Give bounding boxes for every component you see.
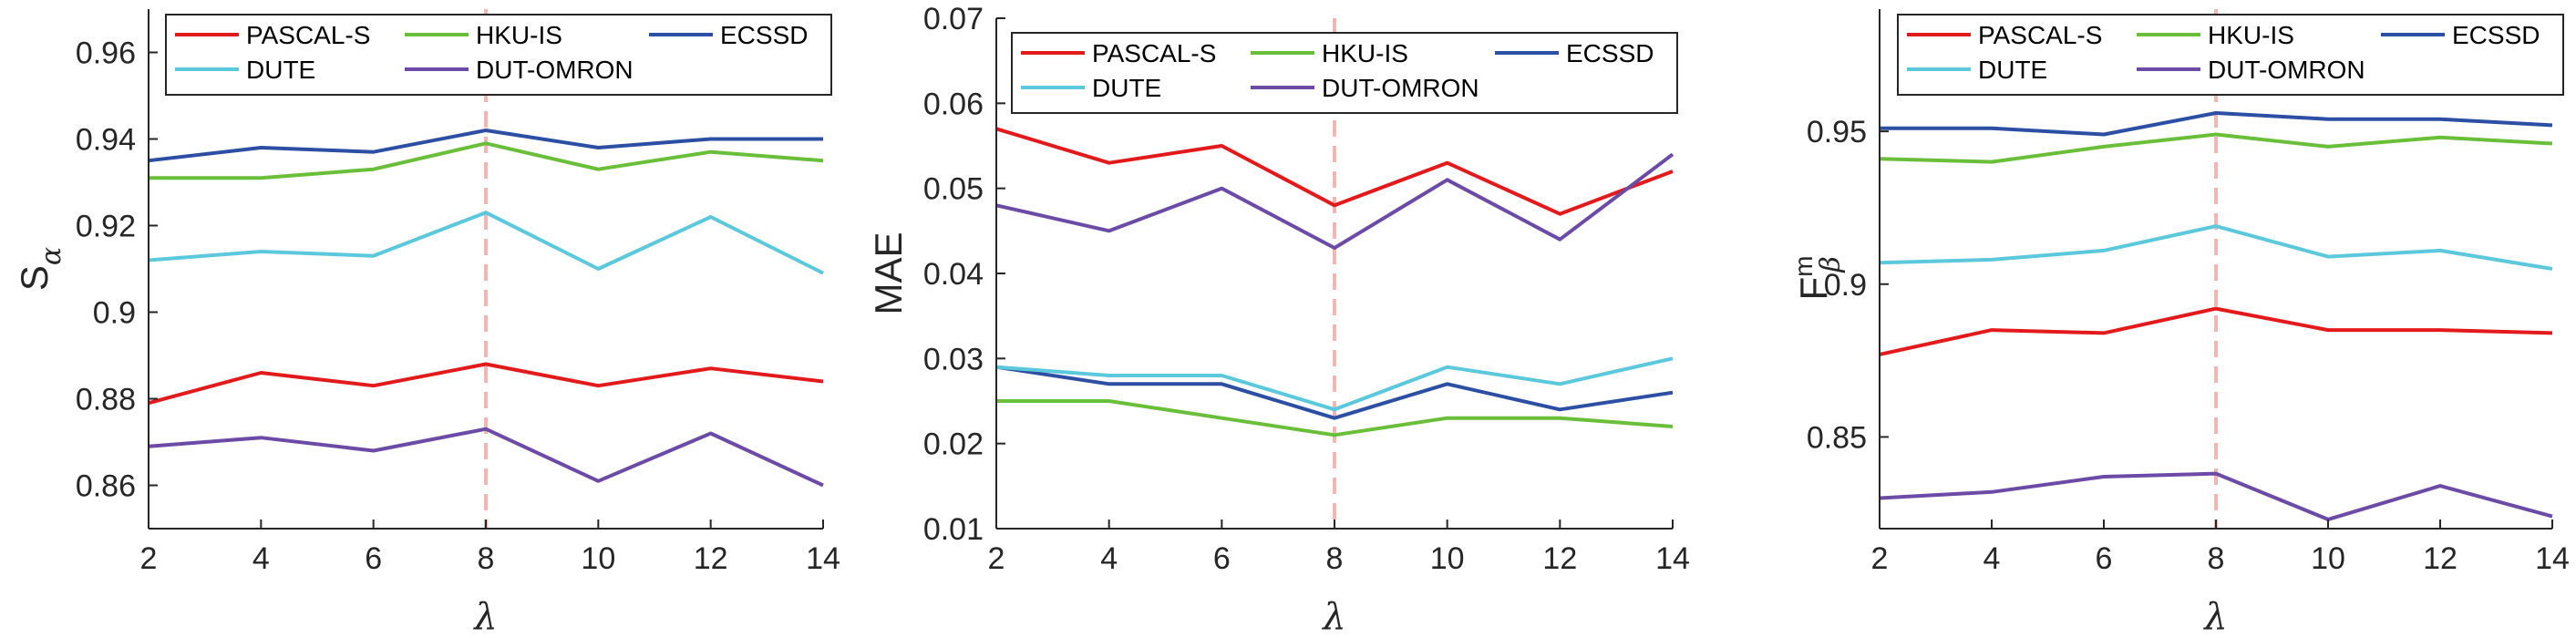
x-tick-label: 10 [1430, 541, 1465, 576]
y-axis-label: Sα [13, 247, 67, 291]
x-tick-label: 6 [1213, 541, 1231, 576]
legend-label-dut-omron: DUT-OMRON [2208, 56, 2365, 84]
x-tick-label: 2 [140, 541, 158, 576]
x-tick-label: 12 [2423, 541, 2458, 576]
y-tick-label: 0.04 [923, 257, 984, 292]
x-tick-label: 14 [2535, 541, 2570, 576]
y-axis-label: MAE [867, 232, 910, 314]
x-tick-label: 4 [1984, 541, 2001, 576]
y-tick-label: 0.92 [76, 210, 136, 244]
y-tick-label: 0.9 [1824, 268, 1867, 303]
y-tick-label: 0.02 [923, 427, 984, 462]
legend-box [1897, 14, 2564, 96]
series-line-dute [995, 356, 1674, 412]
legend: PASCAL-S HKU-IS ECSSD DUTE DUT-OMRON [1897, 14, 2564, 96]
series-line-pascal-s [1879, 306, 2553, 356]
x-tick-label: 8 [2208, 541, 2225, 576]
series-line-dute [148, 211, 824, 275]
series-line-hku-is [1879, 132, 2553, 164]
y-tick-label: 0.96 [76, 36, 136, 71]
legend-label-pascal-s: PASCAL-S [1092, 39, 1216, 67]
series-line-hku-is [149, 141, 824, 180]
series-line-pascal-s [148, 362, 824, 406]
series-line-ecssd [995, 365, 1674, 420]
series-line-ecssd [148, 129, 823, 163]
legend-label-dute: DUTE [1092, 74, 1161, 102]
x-tick-label: 14 [1655, 541, 1690, 576]
series-line-dut-omron [1879, 471, 2553, 521]
x-axis-label: λ [2202, 596, 2227, 638]
x-tick-label: 6 [365, 541, 382, 576]
y-tick-label: 0.88 [76, 383, 136, 417]
x-tick-label: 10 [2311, 541, 2345, 576]
series-line-dut-omron [148, 427, 824, 488]
x-tick-label: 2 [988, 541, 1005, 576]
legend-label-hku-is: HKU-IS [1322, 39, 1408, 67]
x-tick-label: 8 [1326, 541, 1344, 576]
chart-panel-1: 0.86 0.88 0.9 0.92 0.94 0.96 2 4 6 8 10 12 14 λ Sα PASC… [13, 9, 840, 638]
series-line-ecssd [1880, 111, 2553, 137]
x-tick-label: 4 [252, 541, 270, 576]
x-tick-label: 12 [1542, 541, 1577, 576]
x-axis-label: λ [472, 596, 497, 638]
x-tick-label: 2 [1871, 541, 1889, 576]
legend-label-ecssd: ECSSD [720, 21, 808, 49]
x-tick-label: 6 [2096, 541, 2113, 576]
y-tick-label: 0.03 [923, 342, 984, 376]
legend-label-ecssd: ECSSD [2452, 21, 2540, 49]
legend-label-hku-is: HKU-IS [476, 21, 562, 49]
y-tick-label: 0.07 [923, 2, 984, 36]
y-axis-label: Fmβ [1789, 256, 1847, 301]
x-tick-label: 8 [478, 541, 495, 576]
legend: PASCAL-S HKU-IS ECSSD DUTE DUT-OMRON [165, 14, 832, 96]
chart-panel-3: 0.85 0.9 0.95 2 4 6 8 10 12 14 λ Fmβ PASCAL-S HKU-IS E… [1789, 9, 2570, 638]
series-line-hku-is [996, 399, 1674, 437]
legend-label-pascal-s: PASCAL-S [246, 21, 370, 49]
legend-label-dute: DUTE [246, 56, 315, 84]
y-tick-label: 0.94 [76, 123, 136, 158]
y-tick-label: 0.85 [1807, 420, 1867, 455]
series-line-dut-omron [995, 152, 1674, 250]
x-axis-label: λ [1321, 596, 1345, 638]
legend-label-dut-omron: DUT-OMRON [476, 56, 634, 84]
x-tick-label: 4 [1100, 541, 1118, 576]
legend: PASCAL-S HKU-IS ECSSD DUTE DUT-OMRON [1011, 32, 1678, 114]
series-line-pascal-s [995, 127, 1674, 216]
legend-label-pascal-s: PASCAL-S [1978, 21, 2102, 49]
legend-label-hku-is: HKU-IS [2208, 21, 2294, 49]
chart-panel-2: 0.01 0.02 0.03 0.04 0.05 0.06 0.07 2 4 6 8 10 12 14 λ M… [867, 2, 1690, 638]
legend-label-dute: DUTE [1978, 56, 2047, 84]
legend-box [165, 14, 832, 96]
y-tick-label: 0.9 [93, 296, 136, 331]
legend-label-dut-omron: DUT-OMRON [1322, 74, 1479, 102]
x-tick-label: 10 [581, 541, 615, 576]
x-tick-label: 12 [694, 541, 728, 576]
legend-box [1011, 32, 1678, 114]
series-line-dute [1879, 224, 2553, 271]
y-tick-label: 0.86 [76, 469, 136, 504]
y-tick-label: 0.01 [923, 512, 984, 547]
y-tick-label: 0.06 [923, 87, 984, 121]
x-tick-label: 14 [806, 541, 840, 576]
y-tick-label: 0.95 [1807, 115, 1867, 149]
y-tick-label: 0.05 [923, 172, 984, 207]
legend-label-ecssd: ECSSD [1566, 39, 1654, 67]
